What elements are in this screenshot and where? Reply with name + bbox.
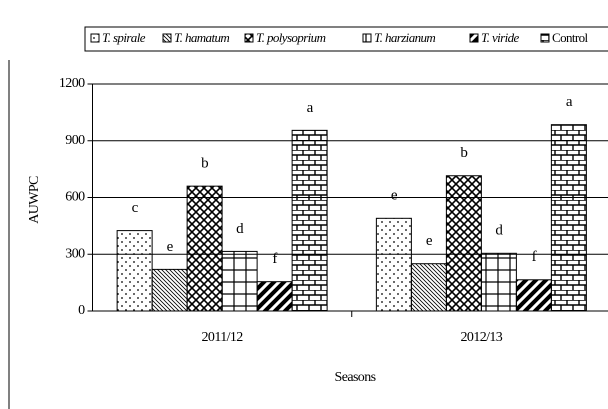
y-axis-label: AUWPC	[27, 176, 42, 224]
bar	[515, 279, 552, 312]
legend-label: Control	[552, 30, 589, 45]
bar	[151, 268, 188, 312]
legend-label: T. hamatum	[174, 30, 229, 45]
bar	[186, 185, 223, 312]
legend-swatch	[469, 33, 479, 43]
bar	[221, 250, 258, 312]
bar	[375, 217, 412, 312]
letter-label: c	[132, 200, 139, 216]
legend-swatch	[162, 33, 172, 43]
letter-label: e	[426, 233, 433, 249]
bar	[480, 252, 517, 312]
legend-swatch	[362, 33, 372, 43]
letter-label: a	[566, 94, 573, 110]
bar	[410, 263, 447, 312]
bar	[550, 124, 587, 312]
x-tick-label: 2011/12	[202, 330, 244, 345]
legend-swatch	[540, 33, 550, 43]
legend-swatch	[90, 33, 100, 43]
legend-label: T. harzianum	[374, 30, 435, 45]
y-tick-label: 300	[65, 246, 85, 261]
letter-label: a	[307, 100, 314, 116]
letter-label: b	[201, 156, 208, 172]
legend-swatch	[244, 33, 254, 43]
letter-label: f	[272, 251, 277, 267]
letter-label: d	[236, 221, 244, 237]
letter-label: f	[532, 249, 537, 265]
bar	[256, 281, 293, 312]
letter-label: e	[167, 239, 174, 255]
letter-label: b	[460, 145, 467, 161]
bar	[116, 230, 153, 312]
letter-label: e	[391, 188, 398, 204]
legend-label: T. polysoprium	[256, 30, 326, 45]
x-axis-label: Seasons	[335, 370, 376, 385]
legend-box	[84, 26, 608, 52]
y-tick-label: 0	[78, 303, 85, 318]
bar	[291, 129, 328, 312]
y-tick-label: 900	[65, 133, 85, 148]
bar	[445, 175, 482, 312]
letter-label: d	[495, 223, 503, 239]
legend-label: T. spirale	[102, 30, 146, 45]
legend-label: T. viride	[481, 30, 520, 45]
y-tick-label: 1200	[59, 76, 85, 91]
y-tick-label: 600	[65, 190, 85, 205]
x-tick-label: 2012/13	[461, 330, 503, 345]
